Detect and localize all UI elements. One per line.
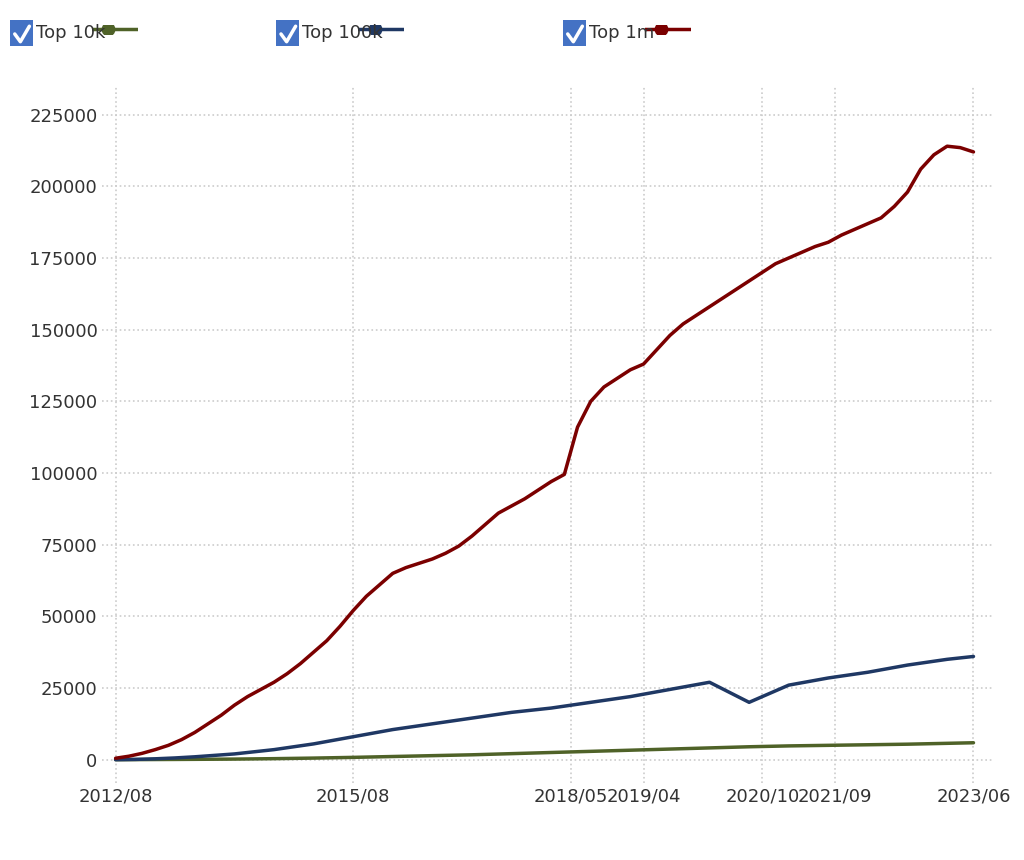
Text: Top 1m: Top 1m: [589, 24, 654, 41]
Text: Top 100k: Top 100k: [302, 24, 383, 41]
Text: Top 10k: Top 10k: [36, 24, 105, 41]
